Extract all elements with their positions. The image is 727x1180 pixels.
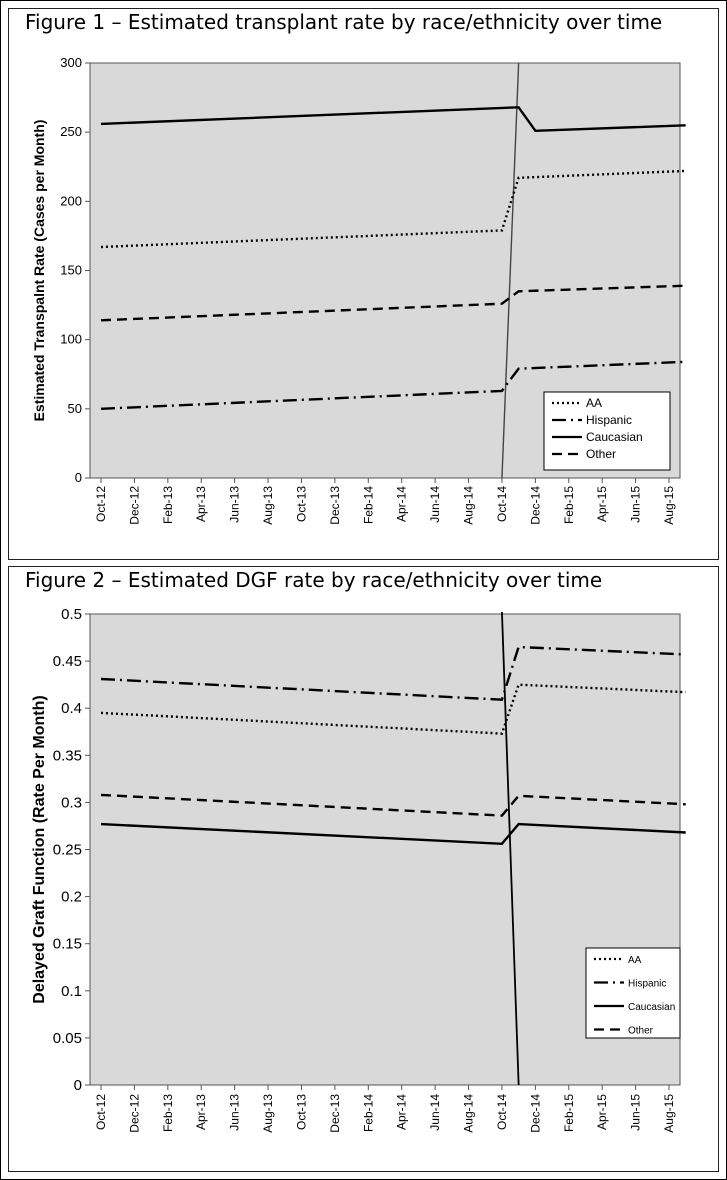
fig2-x-tick-label: Apr-15: [595, 1094, 609, 1130]
fig1-legend-label: Hispanic: [586, 413, 632, 427]
fig2-x-tick-label: Jun-13: [228, 1094, 242, 1131]
fig1-legend-label: AA: [586, 396, 602, 410]
fig1-x-tick-label: Feb-15: [562, 486, 576, 524]
fig1-legend: AA Hispanic Caucasian Other: [543, 391, 671, 471]
fig1-chart: 0 50 100 150 200 250 300 Oct-12 Dec-12 Feb-13 Apr-…: [31, 55, 686, 525]
fig2-plot-area: [89, 613, 681, 1086]
fig2-legend-label: Caucasian: [628, 1002, 675, 1013]
fig1-y-tick-label: 200: [60, 193, 82, 208]
fig1-x-tick-label: Jun-14: [428, 486, 442, 523]
fig2-x-tick-label: Apr-14: [395, 1094, 409, 1130]
fig1-y-tick-label: 150: [60, 263, 82, 278]
fig1-x-tick-label: Dec-14: [528, 486, 542, 525]
fig2-x-tick-label: Feb-15: [562, 1094, 576, 1132]
fig1-y-tick-label: 100: [60, 332, 82, 347]
figure-2-title: Figure 2 – Estimated DGF rate by race/et…: [25, 568, 603, 592]
fig1-x-tick-label: Apr-14: [395, 486, 409, 522]
fig2-y-tick-label: 0.1: [61, 983, 82, 1000]
fig2-y-tick-label: 0: [74, 1077, 82, 1094]
fig1-x-tick-label: Dec-13: [328, 486, 342, 525]
fig1-y-tick-label: 0: [75, 470, 82, 485]
fig2-series-aa: [100, 683, 686, 735]
fig1-x-tick-label: Apr-15: [595, 486, 609, 522]
fig2-x-tick-label: Dec-14: [528, 1094, 542, 1133]
fig2-y-tick-label: 0.05: [53, 1030, 82, 1047]
fig1-x-tick-label: Aug-13: [261, 486, 275, 525]
fig2-legend-label: AA: [628, 955, 642, 966]
fig2-x-tick-label: Oct-12: [94, 1094, 108, 1130]
fig1-x-tick-label: Oct-14: [495, 486, 509, 522]
fig1-series-aa: [100, 169, 686, 249]
fig1-series-caucasian: [100, 106, 686, 133]
fig2-legend-label: Hispanic: [628, 979, 666, 990]
fig1-x-tick-label: Aug-15: [662, 486, 676, 525]
figure-1-title: Figure 1 – Estimated transplant rate by …: [25, 10, 663, 34]
fig2-y-tick-label: 0.35: [53, 747, 82, 764]
fig2-x-tick-label: Jun-14: [428, 1094, 442, 1131]
fig1-x-tick-label: Jun-13: [228, 486, 242, 523]
fig2-y-tick-label: 0.2: [61, 889, 82, 906]
fig2-x-tick-label: Aug-15: [662, 1094, 676, 1133]
fig2-x-tick-label: Oct-13: [294, 1094, 308, 1130]
fig2-y-tick-label: 0.5: [61, 606, 82, 623]
fig2-x-tick-label: Jun-15: [629, 1094, 643, 1131]
fig1-y-tick-label: 250: [60, 124, 82, 139]
fig1-x-tick-label: Oct-13: [294, 486, 308, 522]
fig2-chart: 0 0.05 0.1 0.15 0.2 0.25 0.3 0.35 0.4 0.45 0.5 Oct-…: [31, 606, 686, 1133]
fig2-x-tick-label: Feb-14: [361, 1094, 375, 1132]
fig2-y-tick-label: 0.25: [53, 842, 82, 859]
fig2-x-tick-label: Feb-13: [161, 1094, 175, 1132]
fig1-x-tick-label: Oct-12: [94, 486, 108, 522]
fig2-x-tick-label: Dec-12: [127, 1094, 141, 1133]
fig1-y-tick-label: 300: [60, 55, 82, 70]
fig2-y-axis-title: Delayed Graft Function (Rate Per Month): [31, 695, 48, 1003]
fig1-x-tick-label: Feb-13: [161, 486, 175, 524]
fig1-x-tick-label: Feb-14: [361, 486, 375, 524]
fig1-x-tick-label: Dec-12: [127, 486, 141, 525]
fig2-y-tick-label: 0.4: [61, 700, 82, 717]
fig2-x-tick-label: Aug-14: [462, 1094, 476, 1133]
fig1-x-tick-label: Apr-13: [194, 486, 208, 522]
fig1-x-tick-label: Jun-15: [629, 486, 643, 523]
fig2-series-caucasian: [100, 822, 686, 846]
fig2-legend-label: Other: [628, 1026, 654, 1037]
fig2-x-tick-label: Oct-14: [495, 1094, 509, 1130]
fig1-y-axis-title: Estimated Transpalnt Rate (Cases per Mon…: [31, 120, 47, 422]
fig1-y-tick-label: 50: [68, 401, 82, 416]
figure-2-panel: [8, 566, 719, 1172]
fig2-x-tick-label: Dec-13: [328, 1094, 342, 1133]
fig2-legend: AA Hispanic Caucasian Other: [585, 947, 681, 1039]
fig2-series-hispanic: [100, 645, 686, 701]
fig2-series-other: [100, 793, 686, 817]
fig1-series-other: [100, 284, 686, 322]
fig2-x-tick-label: Aug-13: [261, 1094, 275, 1133]
fig2-x-tick-label: Apr-13: [194, 1094, 208, 1130]
fig1-legend-label: Caucasian: [586, 430, 643, 444]
fig2-y-tick-label: 0.3: [61, 794, 82, 811]
fig2-y-tick-label: 0.15: [53, 936, 82, 953]
fig1-legend-box: [543, 391, 671, 471]
fig2-legend-box: [585, 947, 681, 1039]
fig1-legend-label: Other: [586, 447, 616, 461]
fig2-y-tick-label: 0.45: [53, 653, 82, 670]
figure-1-panel: [8, 8, 719, 560]
fig1-intervention-line: [501, 62, 520, 479]
fig1-x-tick-label: Aug-14: [462, 486, 476, 525]
